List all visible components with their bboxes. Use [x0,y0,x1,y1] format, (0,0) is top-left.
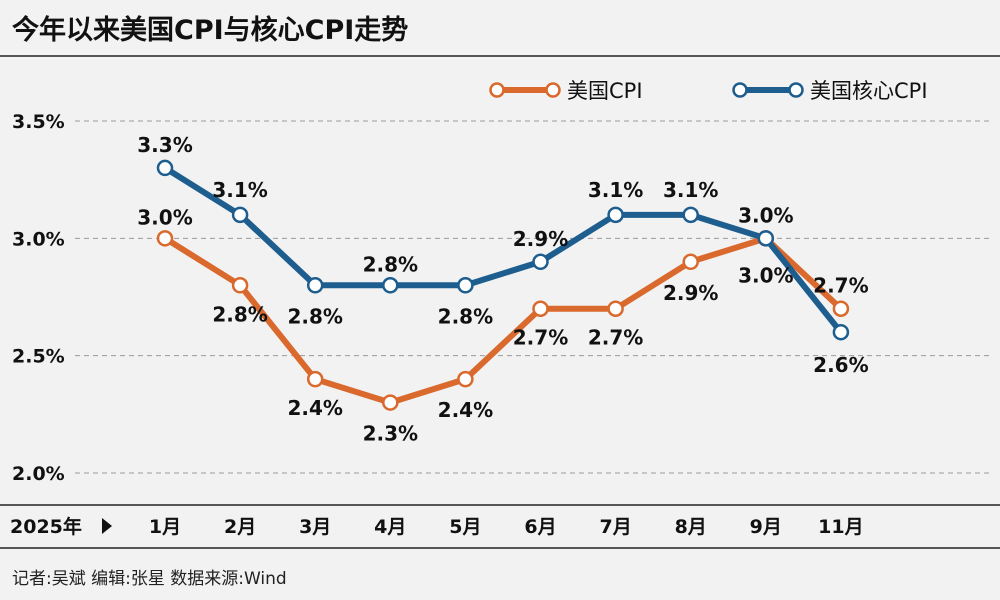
data-point-cpi [231,277,249,294]
data-point-core [231,206,249,224]
x-tick-label: 9月 [750,516,782,538]
data-point-cpi [607,300,624,317]
data-point-core [382,277,399,294]
data-point-cpi [382,394,399,411]
series-line-cpi [163,235,843,406]
y-axis-ticks: 2.0% 2.5% 3.0% 3.5% [12,111,65,485]
data-label-cpi: 3.0% [137,205,192,229]
data-label-core: 2.8% [363,252,418,276]
data-label-core: 3.0% [738,203,793,227]
data-label-cpi: 2.4% [287,396,342,420]
x-tick-label: 2月 [224,516,256,538]
data-point-cpi [532,300,549,317]
data-label-cpi: 2.3% [363,422,418,446]
y-tick-label: 3.5% [12,111,65,133]
data-point-cpi [832,300,850,317]
data-point-core [306,277,324,294]
data-label-core: 3.1% [212,178,267,202]
data-label-cpi: 2.7% [813,274,868,298]
data-label-cpi: 2.8% [212,302,267,326]
play-arrow-icon [102,518,112,534]
data-point-cpi [156,230,174,247]
legend-item-core: 美国核心CPI [732,79,928,103]
legend-swatch-marker [732,82,748,98]
x-tick-label: 11月 [818,516,863,538]
data-label-core: 2.8% [438,304,493,328]
data-point-core [757,230,775,247]
data-label-cpi: 2.9% [663,281,718,305]
chart-title: 今年以来美国CPI与核心CPI走势 [12,14,408,46]
legend-swatch-marker [788,82,804,98]
data-labels: 3.0% 2.8% 2.4% 2.3% 2.4% 2.7% 2.7% 2.9% 3.0% 2.7%… [137,133,868,446]
x-tick-label: 6月 [524,516,556,538]
data-label-core: 2.6% [813,353,868,377]
data-label-core: 3.1% [663,178,718,202]
data-point-cpi [457,370,474,388]
data-label-core: 2.9% [513,227,568,251]
legend-label: 美国CPI [567,79,643,103]
x-tick-label: 8月 [675,516,707,538]
data-label-cpi: 2.4% [438,398,493,422]
x-tick-label: 4月 [374,516,406,538]
data-point-core [532,253,549,271]
data-point-core [457,277,474,294]
data-point-cpi [306,370,324,388]
x-tick-label: 5月 [449,516,481,538]
data-label-core: 3.1% [588,178,643,202]
series-line-core [163,165,844,335]
data-label-core: 2.8% [287,304,342,328]
legend-label: 美国核心CPI [810,79,928,103]
data-point-cpi [682,253,699,271]
legend-swatch-marker [545,82,561,98]
x-tick-label: 3月 [299,516,331,538]
y-tick-label: 2.0% [12,463,65,485]
x-axis-ticks: 1月 2月 3月 4月 5月 6月 7月 8月 9月 11月 [149,516,864,538]
series-lines [163,165,844,406]
data-label-cpi: 3.0% [738,263,793,287]
x-tick-label: 7月 [599,516,631,538]
legend: 美国CPI 美国核心CPI [489,79,928,103]
data-point-core [832,323,850,341]
x-axis-title: 2025年 [10,515,82,538]
legend-swatch-marker [489,82,505,98]
y-tick-label: 2.5% [12,346,65,368]
data-point-core [607,206,624,224]
data-point-core [682,206,699,224]
x-axis-title-group: 2025年 [10,515,112,538]
data-label-cpi: 2.7% [588,326,643,350]
series-points [156,159,850,411]
data-label-core: 3.3% [137,133,192,157]
data-point-core [156,159,174,177]
x-tick-label: 1月 [149,516,181,538]
legend-item-cpi: 美国CPI [489,79,643,103]
y-tick-label: 3.0% [12,228,65,250]
footer-credits: 记者:吴斌 编辑:张星 数据来源:Wind [12,569,287,589]
data-label-cpi: 2.7% [513,326,568,350]
